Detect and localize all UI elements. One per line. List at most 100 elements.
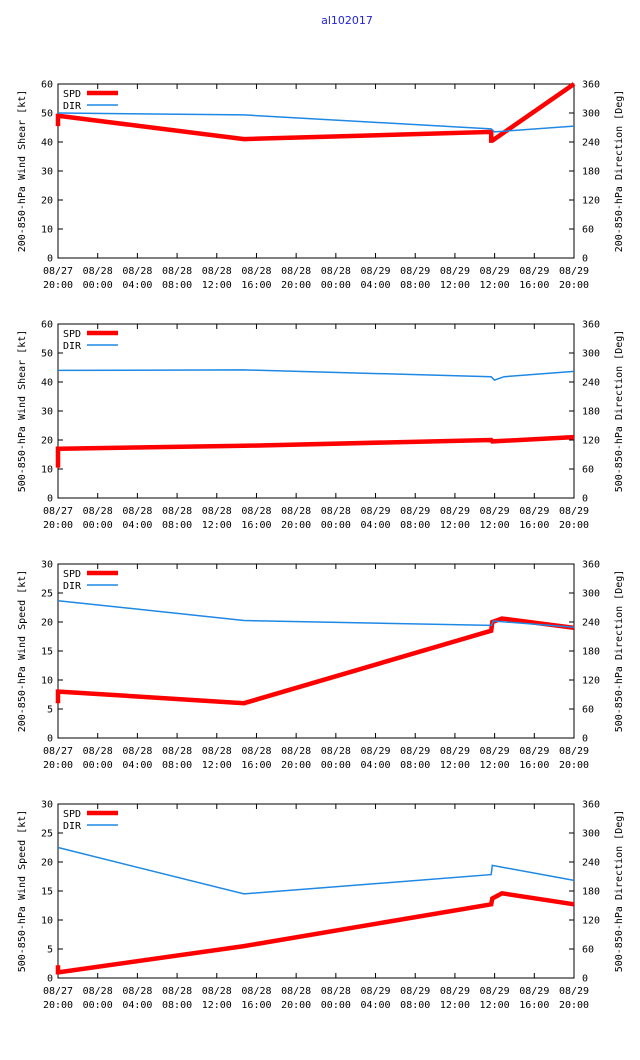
x-tick-label-time: 12:00 [202,280,232,291]
legend-label-spd: SPD [63,89,81,100]
right-tick-label: 240 [582,138,600,149]
right-tick-label: 180 [582,407,600,418]
x-tick-label-time: 20:00 [559,520,589,531]
x-tick-label-time: 04:00 [122,760,152,771]
left-tick-label: 10 [41,225,53,236]
x-tick-label-date: 08/28 [162,746,192,757]
right-tick-label: 240 [582,858,600,869]
legend-label-dir: DIR [63,581,82,592]
x-tick-label-time: 04:00 [360,280,390,291]
x-tick-label-date: 08/29 [480,746,510,757]
right-tick-label: 180 [582,167,600,178]
right-tick-label: 300 [582,589,600,600]
x-tick-label-date: 08/29 [480,266,510,277]
y-axis-label-left: 200-850-hPa Wind Speed [kt] [17,570,28,733]
x-tick-label-date: 08/28 [321,506,351,517]
legend-label-dir: DIR [63,101,82,112]
x-tick-label-date: 08/28 [241,746,271,757]
x-tick-label-date: 08/27 [43,266,73,277]
x-tick-label-date: 08/29 [360,986,390,997]
x-tick-label-time: 04:00 [122,1000,152,1011]
chart-panel-2: 0 10 20 30 40 50 60 0 60 120 180 240 300 360 08/27 20:0… [17,320,625,532]
x-tick-label-date: 08/29 [360,266,390,277]
x-tick-label-time: 16:00 [519,520,549,531]
series-line-spd [55,616,575,706]
right-tick-label: 240 [582,618,600,629]
x-tick-label-date: 08/28 [202,266,232,277]
x-tick-label-time: 16:00 [519,760,549,771]
left-tick-label: 15 [41,647,53,658]
legend-label-dir: DIR [63,821,82,832]
x-tick-label-time: 12:00 [202,760,232,771]
plot-frame [57,563,575,739]
x-tick-label-date: 08/29 [400,746,430,757]
x-tick-label-time: 00:00 [321,280,351,291]
x-tick-label-date: 08/28 [83,986,113,997]
right-tick-label: 60 [582,225,594,236]
x-tick-label-date: 08/28 [162,266,192,277]
y-axis-label-right: 200-850-hPa Direction [Deg] [614,90,625,253]
x-tick-label-date: 08/28 [122,986,152,997]
left-tick-label: 5 [47,705,53,716]
left-tick-label: 20 [41,618,53,629]
x-tick-label-time: 08:00 [162,280,192,291]
left-tick-label: 50 [41,349,53,360]
plot-frame [57,83,575,259]
y-axis-label-left: 500-850-hPa Wind Shear [kt] [17,330,28,493]
left-tick-label: 50 [41,109,53,120]
legend-label-dir: DIR [63,341,82,352]
left-tick-label: 10 [41,465,53,476]
right-tick-label: 60 [582,465,594,476]
x-tick-label-time: 16:00 [519,280,549,291]
series-line-spd [55,890,575,975]
x-tick-label-date: 08/28 [241,986,271,997]
left-tick-label: 10 [41,676,53,687]
x-tick-label-time: 04:00 [360,520,390,531]
x-tick-label-date: 08/29 [519,266,549,277]
plot-frame [57,803,575,979]
left-tick-label: 0 [47,974,53,985]
x-tick-label-date: 08/29 [559,506,589,517]
x-tick-label-date: 08/28 [241,506,271,517]
x-tick-label-date: 08/27 [43,506,73,517]
y-axis-label-right: 500-850-hPa Direction [Deg] [614,810,625,973]
x-tick-label-date: 08/29 [440,506,470,517]
x-tick-label-time: 20:00 [559,280,589,291]
x-tick-label-date: 08/29 [559,266,589,277]
plot-frame [57,323,575,499]
x-tick-label-time: 20:00 [559,1000,589,1011]
series-line-spd [55,434,575,468]
left-tick-label: 60 [41,320,53,331]
right-tick-label: 0 [582,494,588,505]
right-tick-label: 360 [582,800,600,811]
left-tick-label: 60 [41,80,53,91]
x-tick-label-time: 20:00 [281,760,311,771]
x-tick-label-date: 08/28 [202,506,232,517]
x-tick-label-time: 16:00 [241,280,271,291]
x-tick-label-date: 08/29 [519,746,549,757]
x-tick-label-time: 00:00 [83,1000,113,1011]
right-tick-label: 300 [582,349,600,360]
left-tick-label: 30 [41,800,53,811]
left-tick-label: 20 [41,196,53,207]
left-tick-label: 0 [47,494,53,505]
left-tick-label: 20 [41,858,53,869]
right-tick-label: 60 [582,705,594,716]
right-tick-label: 120 [582,196,600,207]
left-tick-label: 15 [41,887,53,898]
x-tick-label-date: 08/28 [281,746,311,757]
x-tick-label-time: 16:00 [241,1000,271,1011]
x-tick-label-time: 08:00 [162,1000,192,1011]
x-tick-label-time: 20:00 [43,520,73,531]
series-line-dir [57,846,575,895]
x-tick-label-date: 08/29 [440,266,470,277]
x-tick-label-date: 08/29 [480,986,510,997]
right-tick-label: 60 [582,945,594,956]
x-tick-label-time: 12:00 [440,760,470,771]
x-tick-label-time: 16:00 [519,1000,549,1011]
x-tick-label-date: 08/28 [321,986,351,997]
x-tick-label-time: 04:00 [360,760,390,771]
series-line-dir [57,112,575,133]
page-title: al102017 [321,14,373,27]
